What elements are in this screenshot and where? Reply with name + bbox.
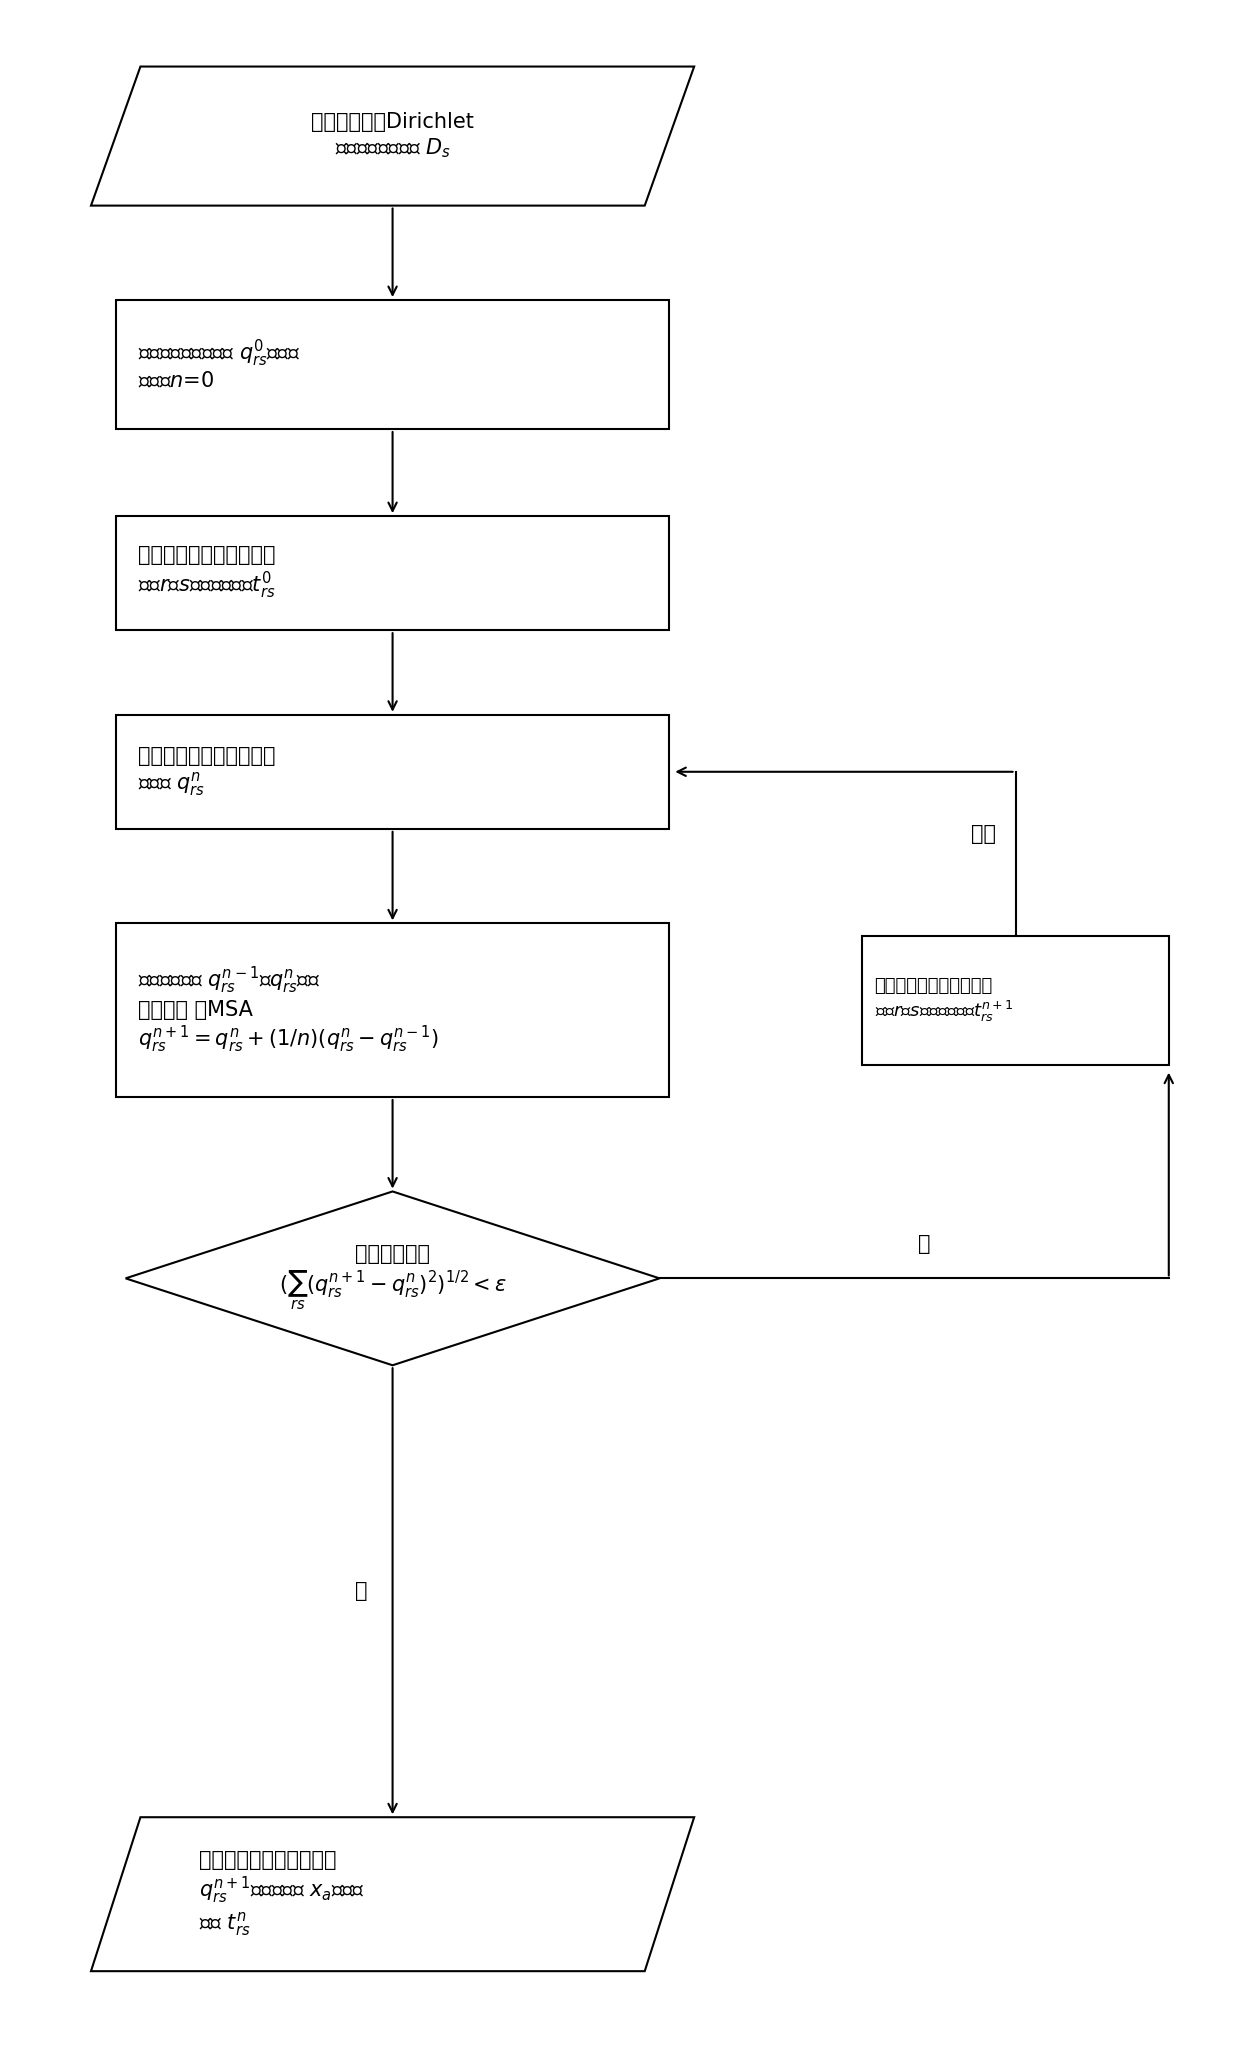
Text: 出行分布：目的地选择模
型计算 $q_{rs}^n$: 出行分布：目的地选择模 型计算 $q_{rs}^n$ — [138, 745, 275, 797]
Polygon shape — [91, 1817, 694, 1971]
Text: 出行分配：使用用户均衡
计算$r$与$s$间的出行时间$t_{rs}^0$: 出行分配：使用用户均衡 计算$r$与$s$间的出行时间$t_{rs}^0$ — [138, 544, 275, 600]
Text: 输入数据：由Dirichlet
分布得到用地布局 $D_s$: 输入数据：由Dirichlet 分布得到用地布局 $D_s$ — [311, 112, 474, 159]
Text: 初始的出行分布矩阵 $q_{rs}^0$：均匀
分布，$n$=0: 初始的出行分布矩阵 $q_{rs}^0$：均匀 分布，$n$=0 — [138, 337, 300, 391]
Text: 否: 否 — [918, 1234, 930, 1254]
Polygon shape — [91, 66, 694, 205]
Bar — [115, 714, 670, 828]
Text: 检查是否收敛
$(\sum_{rs}(q_{rs}^{n+1}-q_{rs}^n)^2)^{1/2}<\varepsilon$: 检查是否收敛 $(\sum_{rs}(q_{rs}^{n+1}-q_{rs}^n… — [279, 1244, 507, 1312]
Polygon shape — [125, 1192, 660, 1366]
Text: 出行分配：使用用户均衡
计算$r$与$s$间的出行时间$t_{rs}^{n+1}$: 出行分配：使用用户均衡 计算$r$与$s$间的出行时间$t_{rs}^{n+1}… — [874, 977, 1013, 1023]
Text: 反馈: 反馈 — [971, 824, 996, 845]
Text: 是: 是 — [356, 1581, 368, 1602]
Text: 平均出行矩阵 $q_{rs}^{n-1}$和$q_{rs}^n$：有
递减权重 的MSA
$q_{rs}^{n+1}=q_{rs}^n+(1/n)(q_{rs}: 平均出行矩阵 $q_{rs}^{n-1}$和$q_{rs}^n$：有 递减权重 … — [138, 965, 439, 1056]
Bar — [115, 515, 670, 629]
Bar — [115, 300, 670, 428]
Text: 输出数据：出行分布矩阵
$q_{rs}^{n+1}$、交通流量 $x_a$和出行
时间 $t_{rs}^n$: 输出数据：出行分布矩阵 $q_{rs}^{n+1}$、交通流量 $x_a$和出行… — [198, 1851, 365, 1938]
Bar — [115, 923, 670, 1097]
Bar — [862, 936, 1169, 1064]
